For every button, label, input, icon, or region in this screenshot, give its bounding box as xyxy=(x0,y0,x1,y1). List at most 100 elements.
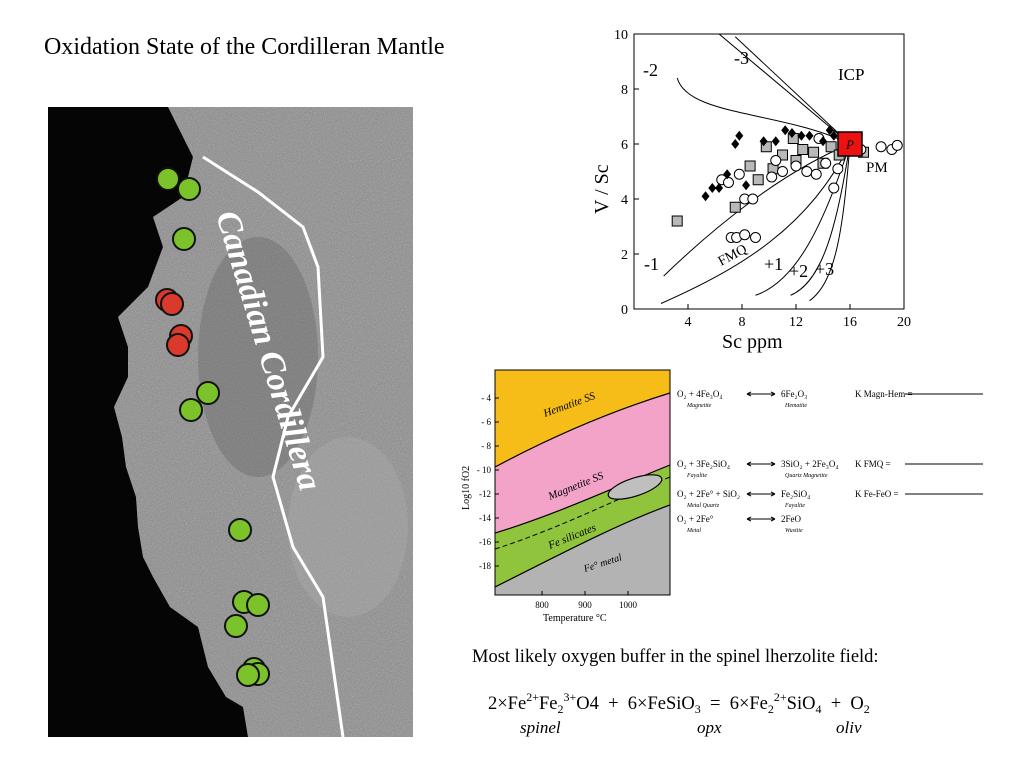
circle-point xyxy=(875,141,887,153)
sample-site-marker xyxy=(179,398,203,422)
slide-title: Oxidation State of the Cordilleran Mantl… xyxy=(44,34,445,60)
p2-label: +2 xyxy=(789,261,808,281)
y-tick-label: 8 xyxy=(621,83,628,98)
equilibrium-constants: K Magn-Hem = K FMQ = K Fe-FeO = xyxy=(855,389,983,499)
reaction-lhs-sub: Magnetite xyxy=(686,403,712,409)
reaction-list: O₂ + 4Fe₃O₄ Magnetite 6Fe₂O₃ Hematite O₂ + 3… xyxy=(677,389,839,534)
circle-point xyxy=(750,232,761,243)
sample-site-marker xyxy=(177,177,201,201)
fe-metal-field xyxy=(495,505,670,595)
square-point xyxy=(671,215,683,227)
circle-point xyxy=(832,163,844,175)
fo2-y-axis-label: Log10 fO2 xyxy=(461,466,472,510)
reaction-lhs: O₂ + 2Fe° + SiO₂ xyxy=(677,489,740,499)
circle-point xyxy=(747,193,759,205)
sample-site-marker xyxy=(228,518,252,542)
y-tick-label: 4 xyxy=(621,193,628,208)
buffer-curve xyxy=(718,33,851,145)
pm-label: PM xyxy=(866,160,888,176)
diamond-point xyxy=(771,136,780,147)
circle-point xyxy=(801,166,813,177)
p3-label: +3 xyxy=(815,259,834,279)
diamond-point xyxy=(819,136,827,147)
fo2-x-tick-label: 900 xyxy=(578,600,592,610)
square-point xyxy=(808,146,820,158)
circle-point xyxy=(891,139,903,151)
phase-label-oliv: oliv xyxy=(836,718,862,737)
buffer-curve xyxy=(790,143,851,296)
fo2-temperature-diagram: - 4 - 6 - 8 - 10 -12 -14 -16 -18 800 900 1000 Hema… xyxy=(461,369,983,624)
sample-site-marker xyxy=(246,593,270,617)
m3-label: -3 xyxy=(734,48,749,68)
reaction-lhs-sub: Metal Quartz xyxy=(686,503,720,509)
reaction-lhs: O₂ + 4Fe₃O₄ xyxy=(677,389,723,399)
buffer-equation: 2×Fe2+Fe23+O4 + 6×FeSiO3 = 6×Fe22+SiO4 +… xyxy=(488,690,870,716)
square-point xyxy=(729,201,741,213)
diamond-point xyxy=(781,125,790,136)
x-tick-label: 8 xyxy=(739,315,746,330)
diamond-point xyxy=(787,128,796,138)
p1-label: +1 xyxy=(764,254,783,274)
y-tick-label: 2 xyxy=(621,248,628,263)
buffer-curve xyxy=(660,143,851,304)
x-tick-label: 12 xyxy=(789,315,803,330)
diamond-point xyxy=(742,180,751,191)
diamond-point xyxy=(735,130,744,141)
diamond-point xyxy=(731,139,740,149)
sample-site-marker xyxy=(196,381,220,405)
circle-point xyxy=(723,177,734,188)
reaction-lhs-sub: Metal xyxy=(686,528,701,534)
circle-point xyxy=(733,168,745,180)
sample-site-marker xyxy=(160,292,184,316)
square-point xyxy=(825,141,837,153)
buffer-note: Most likely oxygen buffer in the spinel … xyxy=(472,647,879,667)
reaction-rhs-sub: Hematite xyxy=(784,403,807,409)
buffer-curve xyxy=(734,36,851,145)
data-points: P xyxy=(671,125,903,243)
circle-point xyxy=(828,182,840,194)
reaction-rhs-sub: Wustite xyxy=(785,528,803,534)
sample-site-marker xyxy=(156,167,180,191)
reaction-rhs: 2FeO xyxy=(781,514,802,524)
circle-point xyxy=(790,160,802,172)
reaction-lhs: O₂ + 3Fe₂SiO₄ xyxy=(677,459,730,469)
circle-point xyxy=(739,229,751,241)
square-point xyxy=(777,149,788,161)
y-tick-label: 6 xyxy=(621,138,628,153)
fo2-x-axis-label: Temperature °C xyxy=(543,613,607,624)
y-tick-label: 0 xyxy=(621,303,628,318)
buffer-curve xyxy=(809,143,851,302)
x-tick-label: 16 xyxy=(843,315,857,330)
sample-site-marker xyxy=(236,663,260,687)
fo2-y-tick-label: - 6 xyxy=(481,417,491,427)
diamond-point xyxy=(708,183,717,193)
diamond-point xyxy=(759,136,768,147)
fo2-y-tick-label: -12 xyxy=(479,489,491,499)
circle-point xyxy=(766,171,778,183)
circle-point xyxy=(820,157,832,169)
square-point xyxy=(744,160,756,172)
square-point xyxy=(752,174,764,186)
buffer-curve xyxy=(676,77,851,145)
diamond-point xyxy=(805,130,814,141)
phase-label-spinel: spinel xyxy=(520,718,561,737)
square-point xyxy=(797,144,809,155)
fo2-y-tick-label: -16 xyxy=(479,537,491,547)
x-tick-label: 20 xyxy=(897,315,911,330)
equilibrium-constant: K Fe-FeO = xyxy=(855,489,899,499)
vsc-y-axis-label: V / Sc xyxy=(591,164,613,214)
reaction-rhs: Fe₂SiO₄ xyxy=(781,489,810,499)
diamond-point xyxy=(723,169,732,180)
reaction-rhs-sub: Quartz Magnetite xyxy=(785,473,828,479)
reaction-lhs: O₂ + 2Fe° xyxy=(677,514,714,524)
pm-marker-label: P xyxy=(845,137,854,152)
equilibrium-constant: K Magn-Hem = xyxy=(855,389,913,399)
circle-point xyxy=(810,168,822,180)
icp-label: ICP xyxy=(838,65,864,84)
cordillera-map: Canadian Cordillera xyxy=(48,107,413,737)
diamond-point xyxy=(825,125,834,136)
x-tick-label: 4 xyxy=(685,315,692,330)
fo2-y-tick-label: -14 xyxy=(479,513,491,523)
fo2-y-tick-label: - 8 xyxy=(481,441,491,451)
